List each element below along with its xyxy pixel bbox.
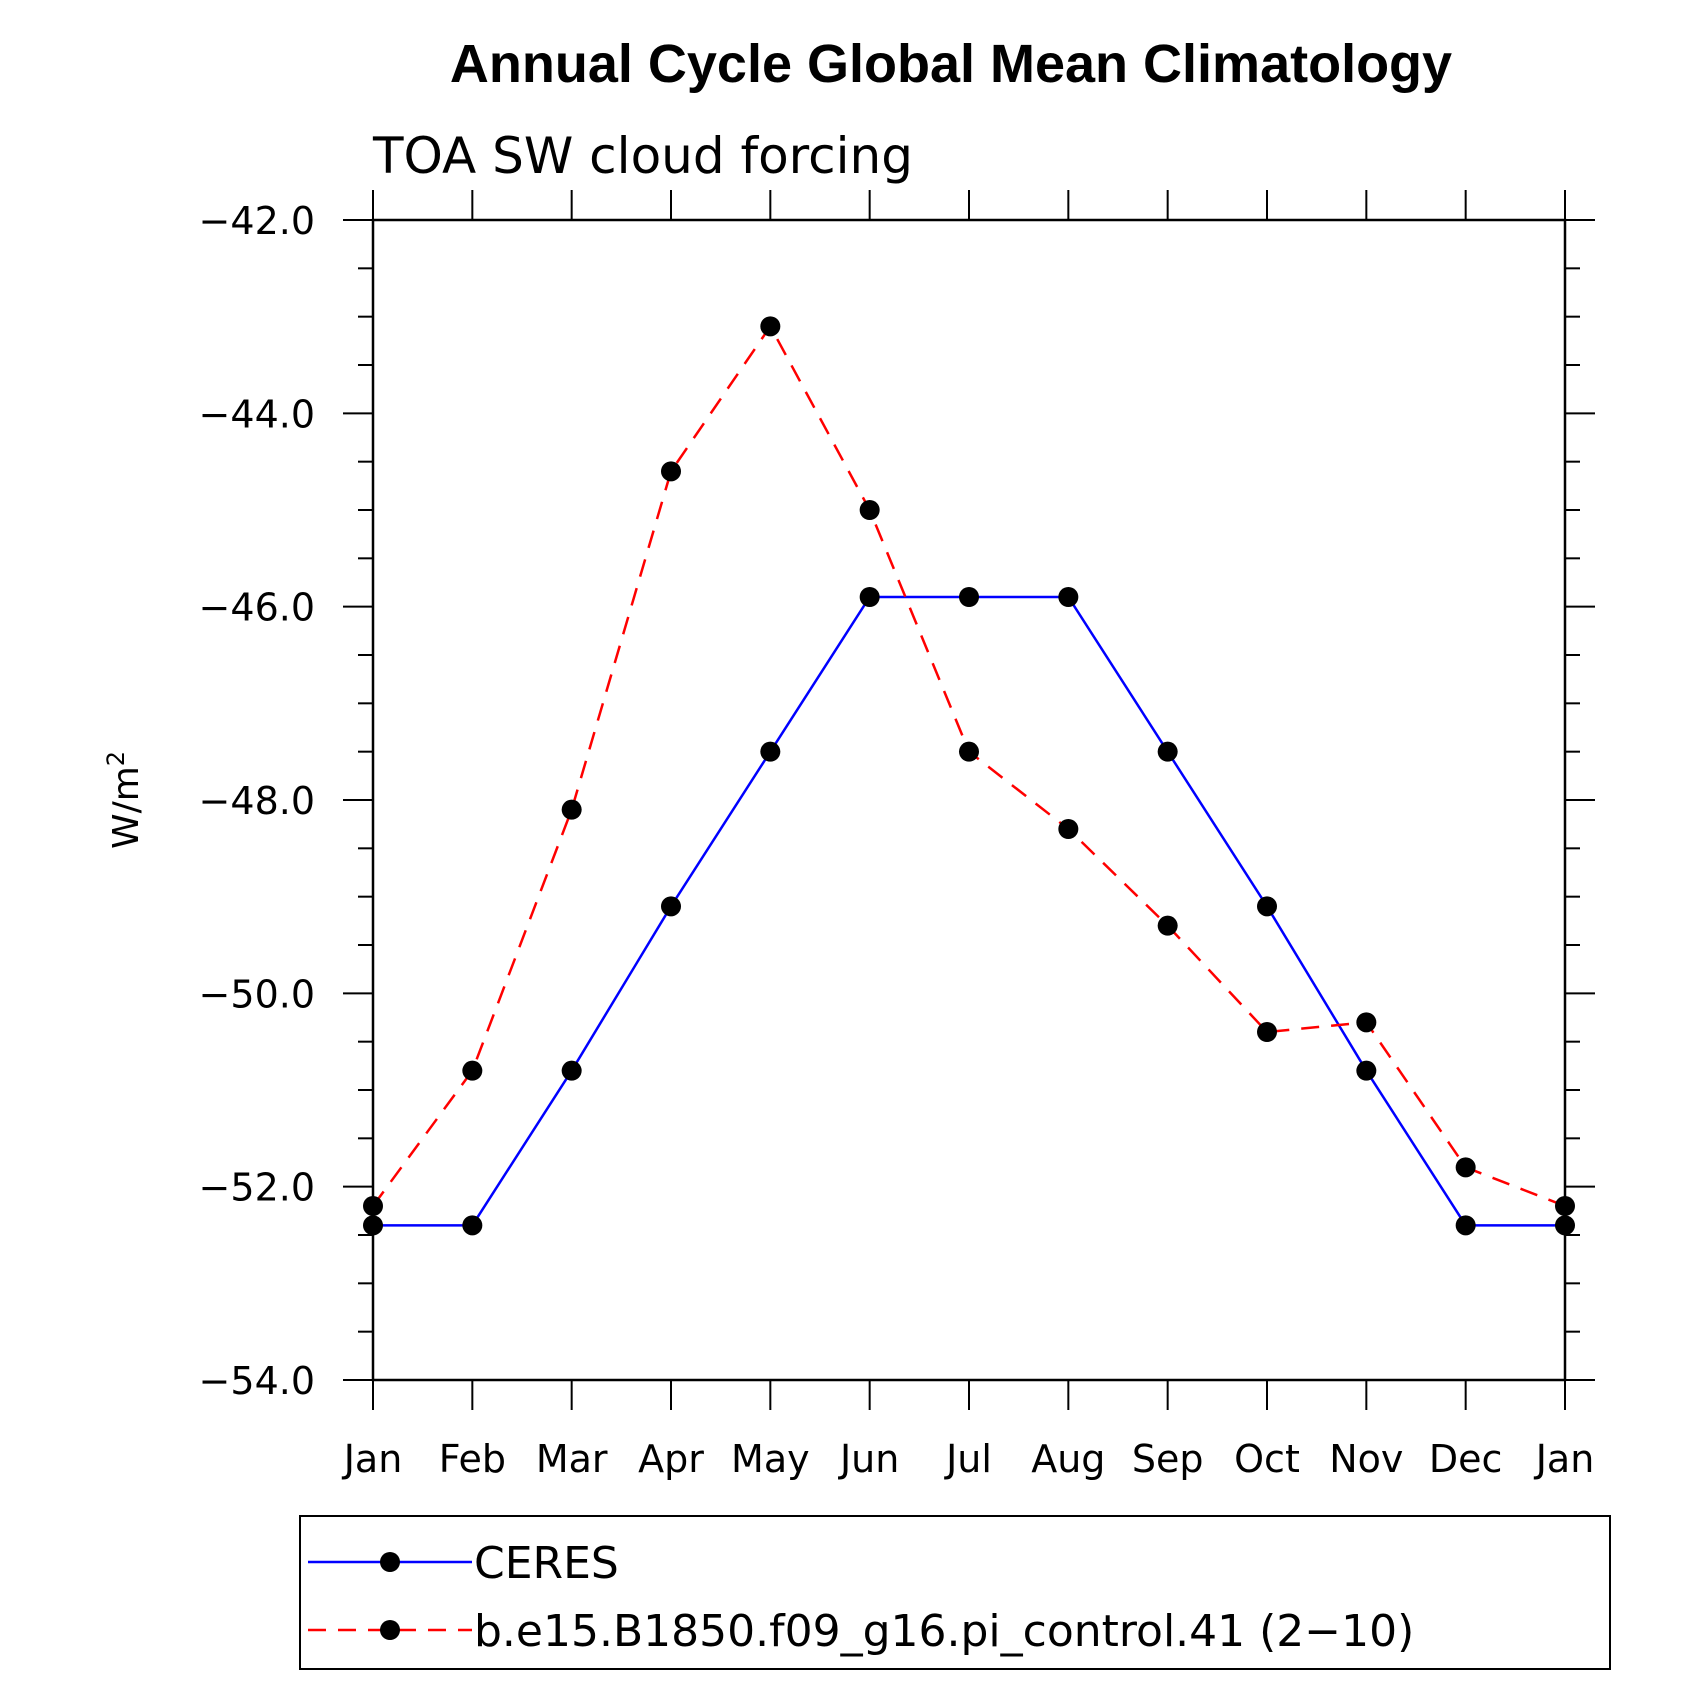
data-point [561,1060,582,1081]
data-point [1455,1157,1476,1178]
y-tick-label: −44.0 [199,392,315,436]
data-point [959,587,979,607]
x-tick-label: Oct [1234,1437,1300,1481]
x-tick-label: Jan [1534,1437,1595,1481]
data-point [1555,1215,1575,1236]
chart-title: Annual Cycle Global Mean Climatology [450,34,1452,94]
x-tick-label: Jan [342,1437,403,1481]
data-point [760,741,781,762]
data-point [859,500,880,520]
data-point [363,1215,383,1236]
series-layer [363,316,1575,1236]
x-tick-label: Aug [1031,1437,1105,1481]
data-point [462,1215,483,1236]
x-axis-tick-labels: Jan Feb Mar Apr May Jun Jul Aug Sep Oct Nov Dec Jan [342,1437,1595,1481]
data-point [959,741,979,762]
data-point [1157,915,1178,936]
y-tick-label: −46.0 [199,586,315,630]
series-line [373,595,1565,1227]
plot-border [371,218,1567,1382]
data-point [1157,741,1178,762]
series-ceres [363,587,1575,1236]
y-tick-label: −50.0 [199,972,315,1016]
data-point [1058,587,1079,607]
data-point [1356,1060,1377,1081]
legend-label: CERES [474,1538,619,1589]
data-point [561,799,582,820]
legend-box [299,1515,1611,1670]
y-tick-label: −42.0 [199,199,315,243]
data-point [1257,896,1277,917]
data-point [1058,819,1079,839]
data-point [1455,1215,1476,1236]
legend-label: b.e15.B1850.f09_g16.pi_control.41 (2−10) [474,1606,1414,1657]
data-point [661,896,681,917]
x-tick-label: Mar [536,1437,608,1481]
x-tick-label: Sep [1132,1437,1204,1481]
y-axis-tick-labels: −54.0 −52.0 −50.0 −48.0 −46.0 −44.0 −42.0 [199,199,315,1403]
data-point [661,461,681,482]
series-line [371,323,1566,1208]
data-point [859,587,880,607]
legend-marker [380,1620,400,1640]
series-model [363,316,1575,1216]
y-axis-ticks [343,219,1595,1381]
x-axis-ticks [372,190,1566,1410]
y-axis-label-superscript: 2 [102,751,130,766]
legend: CERES b.e15.B1850.f09_g16.pi_control.41 (… [308,1538,1414,1657]
y-tick-label: −52.0 [199,1166,315,1210]
plot-frame [371,218,1567,1382]
chart-subtitle: TOA SW cloud forcing [372,127,913,185]
x-tick-label: Jul [944,1437,992,1481]
y-axis-label-base: W/m [106,766,147,849]
y-tick-label: −54.0 [199,1359,315,1403]
legend-item-model: b.e15.B1850.f09_g16.pi_control.41 (2−10) [308,1606,1414,1657]
y-axis-label: W/m2 [102,751,147,849]
data-point [760,316,781,337]
data-point [1257,1022,1277,1042]
data-point [462,1060,483,1081]
x-tick-label: Feb [439,1437,506,1481]
x-tick-label: Nov [1329,1437,1403,1481]
legend-marker [380,1552,400,1572]
data-point [1555,1196,1575,1216]
legend-item-ceres: CERES [308,1538,619,1589]
data-point [1356,1012,1377,1033]
x-tick-label: Jun [838,1437,899,1481]
data-point [363,1196,383,1216]
x-tick-label: May [731,1437,810,1481]
x-tick-label: Apr [638,1437,704,1481]
x-tick-label: Dec [1429,1437,1503,1481]
y-tick-label: −48.0 [199,779,315,823]
